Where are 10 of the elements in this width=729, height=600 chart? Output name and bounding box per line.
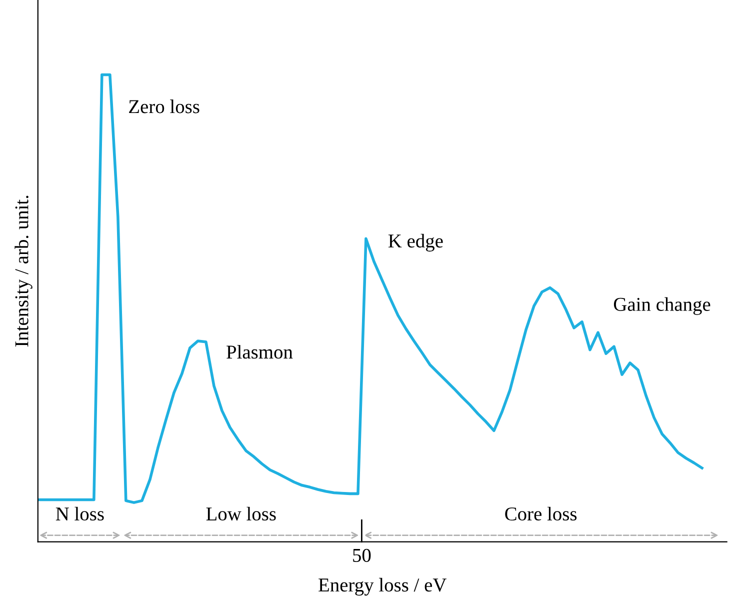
text: 50 <box>353 548 371 562</box>
y-axis-title: Intensity / arb. unit. <box>14 196 32 347</box>
annotation: Core loss <box>505 506 577 521</box>
annotation: N loss <box>56 506 104 521</box>
annotation: Zero loss <box>129 100 200 114</box>
annotation: Low loss <box>206 506 276 521</box>
x-axis-title: Energy loss / eV <box>318 578 447 596</box>
annotation: Gain change <box>614 297 710 315</box>
annotation: Plasmon <box>226 344 293 359</box>
annotation: K edge <box>388 234 443 252</box>
